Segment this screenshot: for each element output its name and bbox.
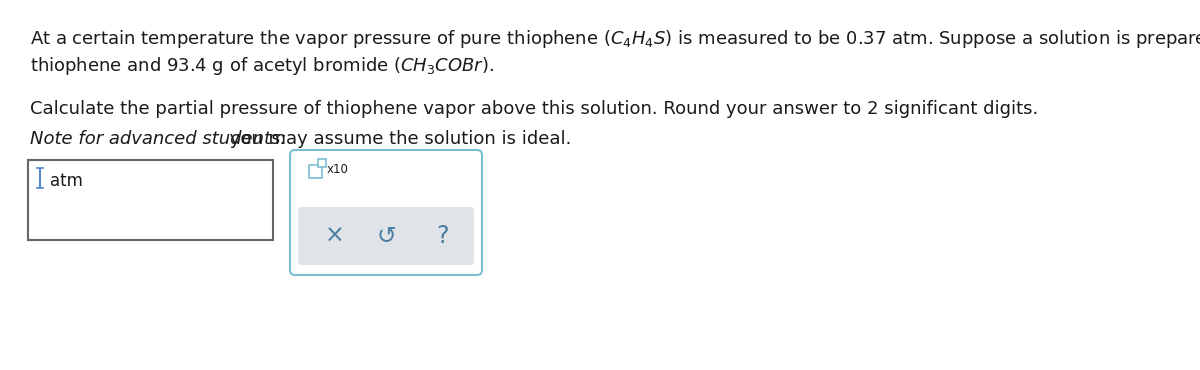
Text: thiophene and 93.4 g of acetyl bromide $(CH_3COBr)$.: thiophene and 93.4 g of acetyl bromide $… xyxy=(30,55,494,77)
Text: ×: × xyxy=(325,224,344,248)
Text: Note for advanced students:: Note for advanced students: xyxy=(30,130,287,148)
FancyBboxPatch shape xyxy=(310,165,322,178)
Text: you may assume the solution is ideal.: you may assume the solution is ideal. xyxy=(224,130,571,148)
Text: At a certain temperature the vapor pressure of pure thiophene $(C_4H_4S)$ is mea: At a certain temperature the vapor press… xyxy=(30,28,1200,50)
Text: atm: atm xyxy=(50,172,83,190)
Text: ?: ? xyxy=(437,224,449,248)
FancyBboxPatch shape xyxy=(298,207,474,265)
FancyBboxPatch shape xyxy=(290,150,482,275)
Text: Calculate the partial pressure of thiophene vapor above this solution. Round you: Calculate the partial pressure of thioph… xyxy=(30,100,1038,118)
FancyBboxPatch shape xyxy=(28,160,274,240)
FancyBboxPatch shape xyxy=(318,159,326,167)
Text: x10: x10 xyxy=(326,163,349,176)
Text: ↺: ↺ xyxy=(376,224,396,248)
